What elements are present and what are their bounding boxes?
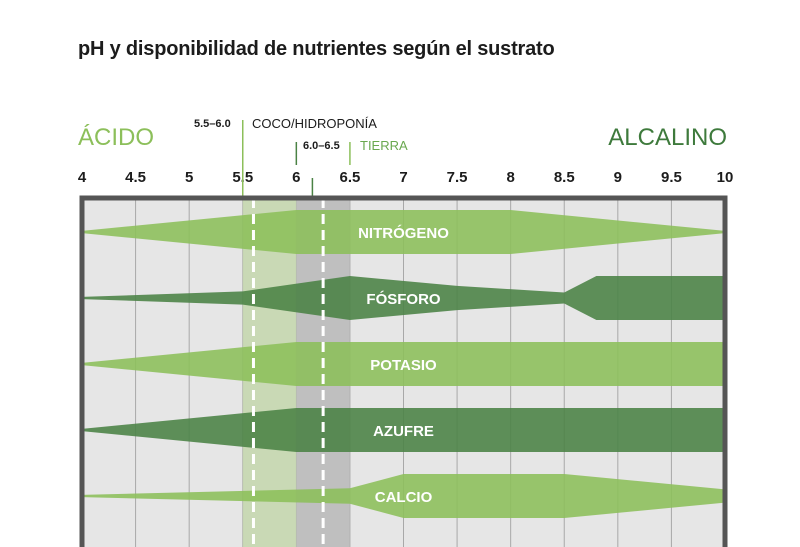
plot-area: NITRÓGENO FÓSFORO POTASIO AZUFRE CALCIO	[79, 120, 728, 547]
x-tick-label: 4	[78, 169, 87, 186]
x-tick-label: 6	[292, 169, 300, 186]
nutrient-label: CALCIO	[375, 489, 433, 506]
nutrient-ribbon	[82, 210, 725, 254]
x-tick-label: 8.5	[554, 169, 575, 186]
nutrient-label: POTASIO	[370, 357, 437, 374]
nutrient-ribbon	[82, 342, 725, 386]
coco-label: COCO/HIDROPONÍA	[252, 116, 377, 131]
x-tick-label: 7.5	[447, 169, 468, 186]
plot-frame	[79, 195, 728, 547]
x-tick-label: 9.5	[661, 169, 682, 186]
x-tick-label: 7	[399, 169, 407, 186]
chart-title: pH y disponibilidad de nutrientes según …	[78, 38, 555, 60]
alkaline-label: ALCALINO	[608, 124, 727, 151]
x-tick-label: 8	[506, 169, 514, 186]
soil-range-text: 6.0–6.5	[303, 140, 340, 152]
nutrient-ribbon	[82, 408, 725, 452]
x-tick-label: 6.5	[339, 169, 360, 186]
x-tick-label: 10	[717, 169, 734, 186]
nutrient-ribbon	[82, 276, 725, 320]
acid-label: ÁCIDO	[78, 124, 155, 151]
x-tick-label: 9	[614, 169, 622, 186]
nutrient-label: FÓSFORO	[366, 290, 440, 308]
nutrient-label: NITRÓGENO	[358, 224, 449, 242]
x-tick-label: 5	[185, 169, 193, 186]
nutrient-ribbon	[82, 474, 725, 518]
coco-range-text: 5.5–6.0	[194, 118, 231, 130]
x-tick-label: 4.5	[125, 169, 146, 186]
nutrient-label: AZUFRE	[373, 423, 434, 440]
soil-label: TIERRA	[360, 138, 408, 153]
x-axis-ticks: 4 4.5 5 5.5 6 6.5 7 7.5 8 8.5 9 9.5 10	[78, 169, 734, 186]
